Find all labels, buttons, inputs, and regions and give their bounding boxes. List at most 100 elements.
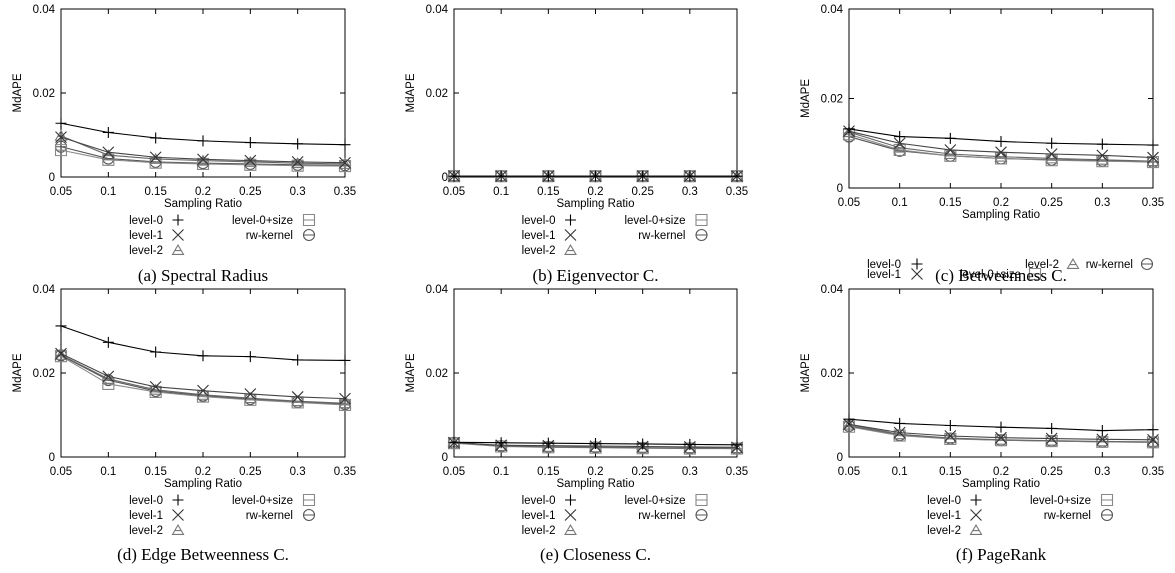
x-tick-label: 0.25 [631, 466, 653, 478]
data-point-level-0 [1147, 424, 1159, 436]
x-tick-label: 0.15 [537, 466, 559, 478]
data-point-level-2 [243, 392, 257, 404]
legend-marker-level-2 [1066, 257, 1080, 269]
data-point-level-0 [244, 137, 256, 149]
data-point-level-1 [1096, 433, 1109, 446]
x-tick-label: 0.05 [443, 466, 465, 478]
y-tick-label: 0.04 [33, 284, 56, 296]
data-point-level-0+size [54, 144, 68, 157]
data-point-level-1 [995, 146, 1007, 159]
x-tick-label: 0.25 [239, 466, 261, 478]
x-tick-label: 0.15 [144, 186, 166, 198]
legend-label: level-0 [129, 215, 163, 227]
legend-marker-level-1 [564, 509, 577, 521]
data-point-level-1 [1147, 433, 1159, 446]
legend-label: level-1 [522, 510, 556, 522]
y-tick-label: 0.04 [426, 4, 449, 16]
plot-frame [453, 8, 738, 178]
legend-marker-level-2 [969, 523, 983, 535]
chart-panel-d: 0 0.02 0.04 0.05 0.1 0.15 0.2 0.25 0.3 0.35 Sampli… [12, 284, 356, 564]
legend-marker-level-1 [911, 268, 923, 280]
y-axis-label: MdAPE [12, 353, 24, 392]
x-tick-label: 0.25 [1040, 197, 1062, 209]
legend-marker-rw-kernel [302, 229, 316, 241]
x-axis-label: Sampling Ratio [557, 478, 635, 490]
x-tick-label: 0.35 [726, 466, 748, 478]
legend-marker-level-2 [564, 243, 577, 255]
data-point-level-0 [590, 170, 601, 182]
data-point-level-0 [995, 421, 1007, 433]
x-tick-label: 0.15 [939, 466, 961, 478]
data-point-level-0 [637, 170, 649, 182]
legend-marker-rw-kernel [695, 509, 708, 521]
x-tick-label: 0.35 [1142, 466, 1164, 478]
y-tick-label: 0 [49, 172, 55, 184]
legend-marker-level-0 [911, 258, 923, 270]
data-point-level-1 [1045, 148, 1058, 160]
legend-marker-level-1 [564, 229, 577, 241]
legend-label: level-0+size [232, 215, 293, 227]
data-point-level-0 [1096, 138, 1108, 150]
y-tick-label: 0 [837, 183, 843, 195]
y-tick-label: 0 [49, 452, 55, 464]
x-axis-label: Sampling Ratio [962, 478, 1040, 490]
data-point-level-0 [542, 437, 554, 449]
x-tick-label: 0.35 [1142, 197, 1164, 209]
y-tick-label: 0.02 [426, 88, 448, 100]
data-point-level-0 [102, 126, 114, 138]
legend-label: level-0 [522, 495, 556, 507]
legend-marker-level-0 [565, 494, 576, 506]
plot-frame [60, 288, 346, 458]
legend-marker-level-0 [970, 494, 982, 506]
legend-marker-level-2 [171, 523, 185, 535]
data-point-level-1 [102, 370, 115, 383]
x-tick-label: 0.3 [290, 466, 306, 478]
data-point-level-2 [943, 147, 957, 159]
data-point-level-1 [1147, 151, 1159, 164]
data-point-level-0 [1046, 137, 1058, 149]
legend-marker-rw-kernel [1140, 258, 1154, 270]
panel-caption: (f) PageRank [956, 545, 1047, 564]
data-point-level-2 [291, 395, 305, 407]
data-point-level-1 [893, 426, 906, 439]
legend-marker-level-0+size [695, 213, 708, 227]
data-point-level-1 [1096, 149, 1109, 162]
y-axis-label: MdAPE [800, 79, 812, 118]
legend-marker-rw-kernel [695, 229, 708, 241]
legend-label: level-0+size [624, 495, 685, 507]
data-point-level-2 [196, 388, 210, 400]
legend-marker-level-1 [970, 509, 982, 521]
y-tick-label: 0.04 [33, 4, 56, 16]
data-point-level-0 [339, 354, 351, 366]
x-tick-label: 0.3 [290, 186, 306, 198]
x-tick-label: 0.05 [838, 466, 860, 478]
data-point-level-0 [843, 123, 855, 135]
data-point-level-0 [292, 138, 304, 150]
x-tick-label: 0.15 [144, 466, 166, 478]
chart-panel-a: 0 0.02 0.04 0.05 0.1 0.15 0.2 0.25 0.3 0.35 Sampli… [12, 4, 356, 285]
legend-marker-rw-kernel [1100, 509, 1114, 521]
x-tick-label: 0.2 [588, 466, 604, 478]
data-point-level-0 [150, 346, 162, 358]
y-tick-label: 0.02 [426, 368, 448, 380]
legend-label: level-0 [867, 259, 901, 271]
data-point-level-0 [944, 420, 956, 431]
data-point-level-0 [339, 139, 351, 151]
legend-marker-level-2 [171, 243, 185, 255]
legend-label: level-1 [129, 230, 163, 242]
x-axis-label: Sampling Ratio [164, 478, 242, 490]
y-axis-label: MdAPE [800, 353, 812, 392]
data-point-level-0 [542, 170, 554, 182]
data-point-level-1 [291, 155, 304, 168]
x-tick-label: 0.05 [838, 197, 860, 209]
data-point-level-1 [1045, 432, 1058, 445]
data-point-level-0 [1046, 422, 1058, 434]
x-tick-label: 0.1 [100, 466, 116, 478]
legend-label: level-0+size [960, 269, 1021, 281]
legend-marker-level-1 [172, 509, 184, 521]
data-point-level-0 [731, 170, 743, 182]
data-point-level-0 [150, 132, 162, 144]
data-point-level-2 [1095, 153, 1109, 165]
data-point-level-2 [1045, 152, 1059, 164]
data-point-level-0 [995, 135, 1007, 147]
